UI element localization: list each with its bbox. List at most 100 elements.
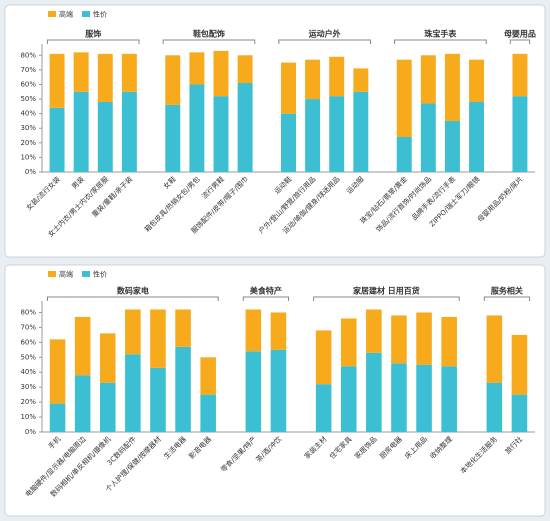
group-bracket xyxy=(162,39,256,44)
bar-segment xyxy=(486,315,503,383)
bar-segment xyxy=(353,91,369,172)
bar-segment xyxy=(305,59,321,100)
y-tick-label: 70% xyxy=(20,66,36,74)
bar-segment xyxy=(416,312,432,365)
y-tick-label: 40% xyxy=(20,110,36,118)
bar-segment xyxy=(74,316,91,376)
group-bracket xyxy=(242,296,289,301)
y-tick-label: 20% xyxy=(20,398,36,406)
y-tick-label: 60% xyxy=(20,80,36,88)
bar-segment xyxy=(511,394,528,432)
bar-segment xyxy=(469,59,485,102)
bar-segment xyxy=(396,136,412,172)
y-tick-label: 30% xyxy=(20,383,36,391)
bar-segment xyxy=(511,334,528,395)
bar-segment xyxy=(416,364,432,432)
bar-segment xyxy=(396,59,412,137)
bar-segment xyxy=(444,53,460,121)
y-tick-label: 80% xyxy=(20,51,36,59)
bar-segment xyxy=(353,68,369,92)
bar-segment xyxy=(99,333,116,383)
legend-swatch xyxy=(82,271,90,277)
bar-segment xyxy=(150,309,166,368)
bar-segment xyxy=(175,309,191,347)
bar-segment xyxy=(469,101,485,172)
bar-segment xyxy=(189,52,205,85)
group-bracket xyxy=(483,296,530,301)
bar-segment xyxy=(97,101,113,172)
bar-segment xyxy=(391,315,407,364)
bar-segment xyxy=(189,84,205,172)
bar-segment xyxy=(74,375,91,432)
bar-segment xyxy=(366,352,382,432)
bar-segment xyxy=(49,339,66,404)
bar-segment xyxy=(237,55,253,84)
bar-segment xyxy=(366,309,382,353)
bar-segment xyxy=(150,367,166,432)
bar-segment xyxy=(441,366,457,432)
y-tick-label: 0% xyxy=(25,168,36,176)
legend-swatch xyxy=(48,271,56,277)
bar-segment xyxy=(444,120,460,172)
y-tick-label: 30% xyxy=(20,124,36,132)
group-bracket xyxy=(313,296,460,301)
group-label: 珠宝手表 xyxy=(424,29,457,39)
bar-segment xyxy=(73,91,89,172)
y-tick-label: 10% xyxy=(20,413,36,421)
bar-segment xyxy=(486,382,503,432)
bar-segment xyxy=(281,62,296,114)
bar-segment xyxy=(270,349,287,432)
bar-segment xyxy=(340,318,357,367)
group-label: 服务相关 xyxy=(491,286,523,296)
bar-segment xyxy=(305,99,321,172)
bar-segment xyxy=(340,366,357,432)
bar-segment xyxy=(213,96,229,172)
bar-segment xyxy=(97,53,113,102)
group-bracket xyxy=(509,39,531,44)
y-tick-label: 20% xyxy=(20,139,36,147)
group-bracket xyxy=(278,39,371,44)
bar-segment xyxy=(270,312,287,350)
legend-label: 高端 xyxy=(59,10,73,19)
bar-segment xyxy=(121,91,137,172)
bar-segment xyxy=(315,330,332,385)
bar-segment xyxy=(99,382,116,432)
bar-segment xyxy=(200,394,216,432)
bar-segment xyxy=(329,96,345,172)
bar-segment xyxy=(213,50,229,97)
legend-label: 高端 xyxy=(59,270,73,279)
bar-segment xyxy=(420,103,436,172)
bar-segment xyxy=(49,53,65,108)
bar-segment xyxy=(391,363,407,432)
y-tick-label: 70% xyxy=(20,323,36,331)
bar-segment xyxy=(315,384,332,432)
bar-segment xyxy=(420,55,436,104)
bar-segment xyxy=(125,309,141,355)
group-label: 美食特产 xyxy=(250,286,282,296)
group-label: 运动户外 xyxy=(309,29,341,39)
y-tick-label: 0% xyxy=(25,428,36,436)
bar-segment xyxy=(165,104,181,172)
legend-label: 性价 xyxy=(93,270,107,279)
bar-segment xyxy=(175,346,191,432)
y-tick-label: 10% xyxy=(20,153,36,161)
y-tick-label: 80% xyxy=(20,308,36,316)
bar-segment xyxy=(121,53,137,92)
group-bracket xyxy=(47,296,219,301)
bar-segment xyxy=(512,53,528,97)
group-label: 鞋包配饰 xyxy=(193,29,225,39)
group-label: 母婴用品 xyxy=(504,29,536,39)
group-label: 数码家电 xyxy=(117,286,149,296)
group-bracket xyxy=(46,39,140,44)
bar-segment xyxy=(73,52,89,92)
bar-segment xyxy=(125,354,141,432)
legend-swatch xyxy=(48,11,56,17)
group-bracket xyxy=(394,39,487,44)
y-tick-label: 60% xyxy=(20,338,36,346)
bar-segment xyxy=(281,113,296,172)
bar-segment xyxy=(441,316,457,367)
y-tick-label: 50% xyxy=(20,95,36,103)
legend-label: 性价 xyxy=(93,10,107,19)
y-tick-label: 50% xyxy=(20,353,36,361)
